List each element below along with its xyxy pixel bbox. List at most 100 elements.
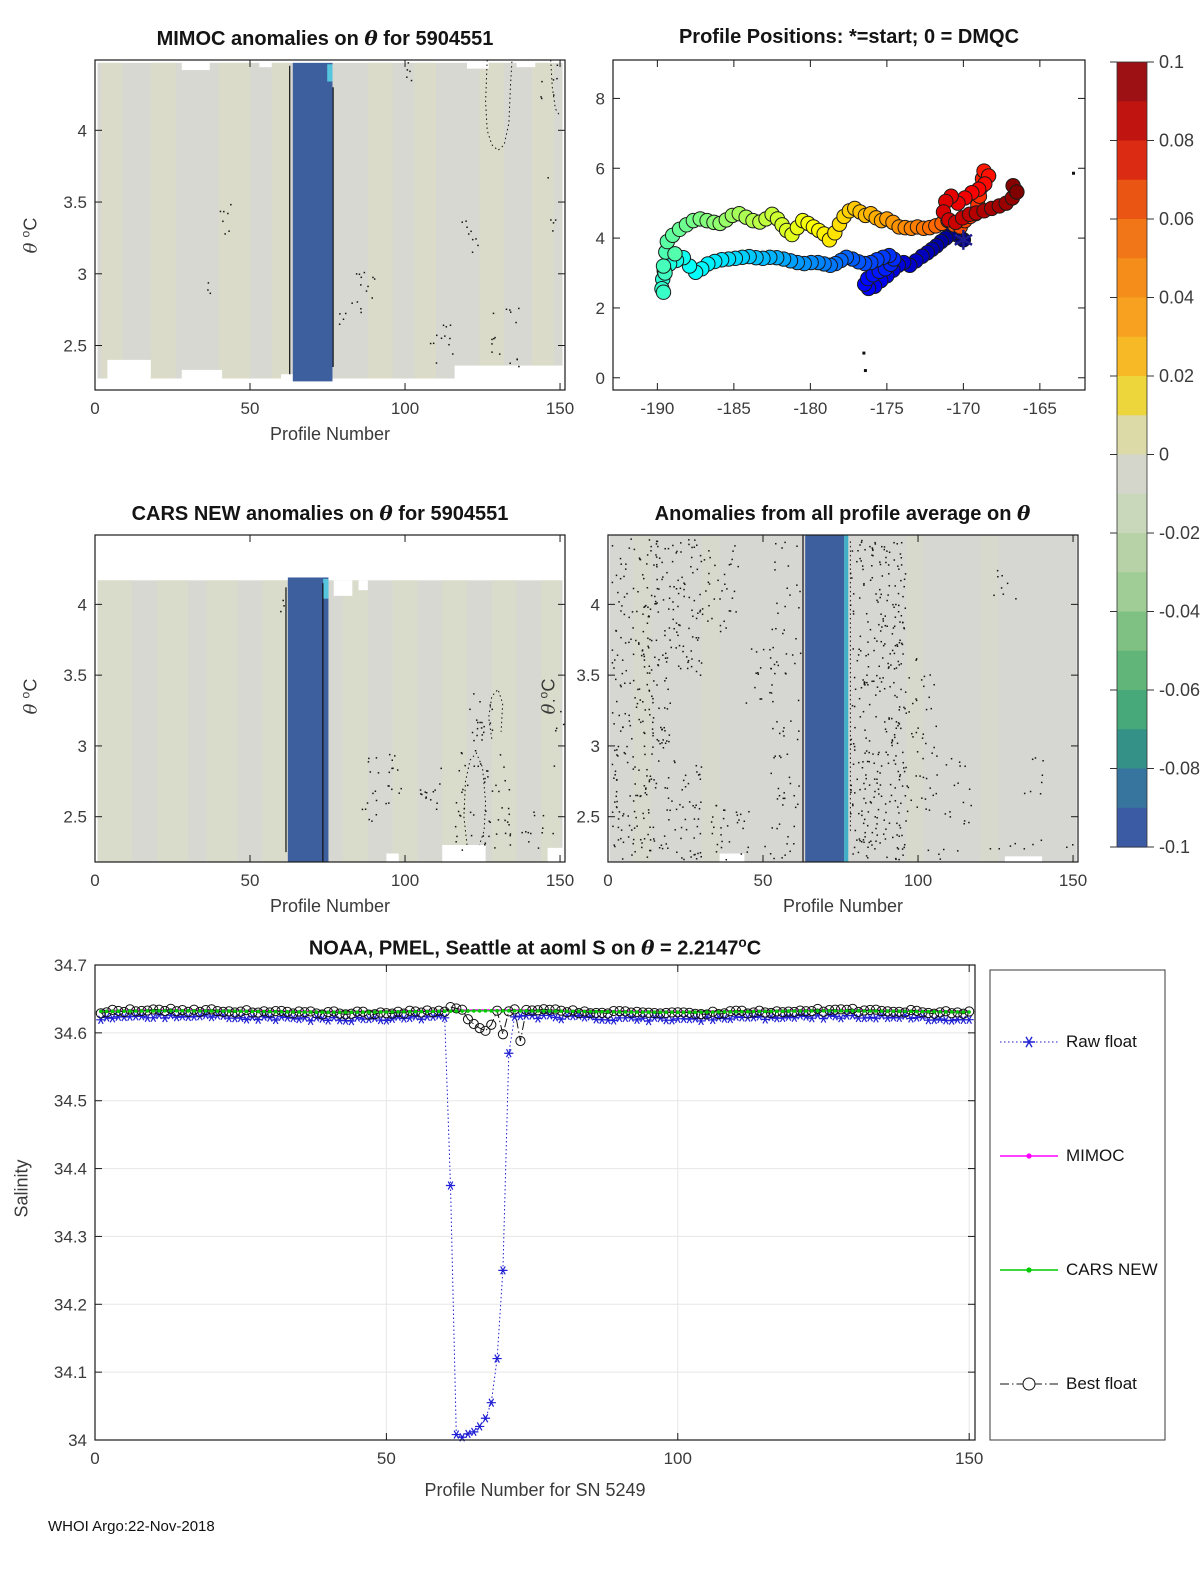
legend-item-mimoc: MIMOC — [1066, 1146, 1125, 1166]
degree-sup: o — [738, 935, 747, 950]
svg-text:150: 150 — [955, 1449, 983, 1468]
svg-text:-180: -180 — [793, 399, 827, 418]
ylabel-unit: C — [20, 217, 41, 231]
legend-samples — [989, 969, 1166, 1441]
svg-text:50: 50 — [241, 871, 260, 890]
svg-text:4: 4 — [78, 121, 87, 140]
svg-text:3.5: 3.5 — [63, 193, 87, 212]
salinity-plot-title: NOAA, PMEL, Seattle at aoml S on θ = 2.2… — [95, 935, 975, 961]
all-average-ylabel: θ oC — [537, 637, 560, 757]
theta-symbol: θ — [379, 501, 393, 525]
svg-text:50: 50 — [241, 399, 260, 418]
salinity-xlabel: Profile Number for SN 5249 — [95, 1480, 975, 1501]
svg-text:0: 0 — [90, 1449, 99, 1468]
ylabel-text: Salinity — [11, 1159, 32, 1218]
legend-text: Best float — [1066, 1374, 1137, 1393]
svg-text:0.06: 0.06 — [1159, 209, 1194, 229]
theta-symbol: θ — [1016, 501, 1031, 525]
svg-text:-165: -165 — [1023, 399, 1057, 418]
cars-anomaly-plot: 0 50 100 150 4 3.5 3 2.5 — [63, 534, 574, 890]
cars-xlabel: Profile Number — [95, 896, 565, 917]
svg-text:34.2: 34.2 — [54, 1295, 87, 1314]
svg-text:34.5: 34.5 — [54, 1092, 87, 1111]
title-text: for 5904551 — [377, 28, 494, 50]
xlabel-text: Profile Number — [782, 896, 904, 916]
svg-text:-0.04: -0.04 — [1159, 602, 1200, 622]
title-text: CARS NEW anomalies on — [131, 503, 380, 525]
theta-symbol: θ — [641, 935, 655, 960]
svg-text:4: 4 — [78, 595, 87, 614]
svg-text:34.3: 34.3 — [54, 1227, 87, 1246]
xlabel-text: Profile Number — [269, 424, 391, 444]
svg-text:100: 100 — [391, 871, 419, 890]
svg-text:0.1: 0.1 — [1159, 52, 1184, 72]
legend-item-cars-new: CARS NEW — [1066, 1260, 1158, 1280]
svg-text:150: 150 — [546, 399, 574, 418]
all-average-anomaly-plot: 0 50 100 150 4 3.5 3 2.5 — [576, 534, 1087, 890]
svg-text:-0.1: -0.1 — [1159, 837, 1190, 857]
svg-text:50: 50 — [754, 871, 773, 890]
xlabel-text: Profile Number — [269, 896, 391, 916]
legend-item-best-float: Best float — [1066, 1374, 1137, 1394]
svg-text:-0.02: -0.02 — [1159, 523, 1200, 543]
title-text: C — [746, 937, 762, 960]
svg-text:2: 2 — [596, 299, 605, 318]
footer-string: WHOI Argo:22-Nov-2018 — [48, 1518, 215, 1535]
svg-text:0: 0 — [90, 871, 99, 890]
all-average-xlabel: Profile Number — [608, 896, 1078, 917]
cars-plot-title: CARS NEW anomalies on θ for 5904551 — [55, 501, 585, 526]
svg-text:3.5: 3.5 — [63, 666, 87, 685]
svg-text:-175: -175 — [870, 399, 904, 418]
svg-text:34.6: 34.6 — [54, 1024, 87, 1043]
mimoc-ylabel: θ oC — [19, 176, 42, 296]
title-text: = 2.2147 — [654, 937, 739, 960]
theta-symbol: θ — [364, 26, 378, 50]
colorbar: 0.1 0.08 0.06 0.04 0.02 0 -0.02 -0.04 -0.06 -0.08… — [1110, 52, 1200, 857]
svg-text:2.5: 2.5 — [576, 808, 600, 827]
svg-text:6: 6 — [596, 159, 605, 178]
cars-ylabel: θ oC — [19, 637, 42, 757]
theta-symbol: θ — [20, 242, 42, 254]
legend-item-raw-float: Raw float — [1066, 1032, 1137, 1052]
degree-sup: o — [18, 230, 33, 238]
legend-text: Raw float — [1066, 1032, 1137, 1051]
svg-text:0: 0 — [90, 399, 99, 418]
degree-sup: o — [536, 691, 551, 699]
svg-text:3: 3 — [78, 737, 87, 756]
mimoc-plot-title: MIMOC anomalies on θ for 5904551 — [75, 26, 575, 51]
svg-text:0: 0 — [603, 871, 612, 890]
all-average-plot-title: Anomalies from all profile average on θ — [585, 501, 1100, 526]
svg-text:8: 8 — [596, 89, 605, 108]
svg-text:4: 4 — [596, 229, 605, 248]
svg-text:100: 100 — [904, 871, 932, 890]
title-text: MIMOC anomalies on — [156, 28, 365, 50]
svg-text:0.02: 0.02 — [1159, 366, 1194, 386]
svg-text:-185: -185 — [717, 399, 751, 418]
legend-text: CARS NEW — [1066, 1260, 1158, 1279]
svg-text:0: 0 — [1159, 445, 1169, 465]
svg-text:0.08: 0.08 — [1159, 131, 1194, 151]
svg-text:-170: -170 — [946, 399, 980, 418]
salinity-ylabel: Salinity — [12, 1109, 33, 1269]
legend-text: MIMOC — [1066, 1146, 1125, 1165]
svg-text:100: 100 — [664, 1449, 692, 1468]
svg-text:-190: -190 — [640, 399, 674, 418]
svg-text:4: 4 — [591, 595, 600, 614]
svg-text:2.5: 2.5 — [63, 808, 87, 827]
mimoc-anomaly-plot: 0 50 100 150 4 3.5 3 2.5 — [63, 59, 574, 418]
svg-text:150: 150 — [1059, 871, 1087, 890]
degree-sup: o — [18, 691, 33, 699]
svg-text:3: 3 — [78, 265, 87, 284]
title-text: Anomalies from all profile average on — [654, 503, 1017, 525]
svg-text:34.7: 34.7 — [54, 956, 87, 975]
svg-text:34.4: 34.4 — [54, 1160, 87, 1179]
ylabel-unit: C — [538, 678, 559, 692]
title-text: Profile Positions: *=start; 0 = DMQC — [678, 26, 1020, 48]
svg-text:3: 3 — [591, 737, 600, 756]
svg-text:2.5: 2.5 — [63, 337, 87, 356]
svg-text:100: 100 — [391, 399, 419, 418]
title-text: for 5904551 — [392, 503, 509, 525]
title-text: NOAA, PMEL, Seattle at aoml S on — [308, 937, 642, 960]
